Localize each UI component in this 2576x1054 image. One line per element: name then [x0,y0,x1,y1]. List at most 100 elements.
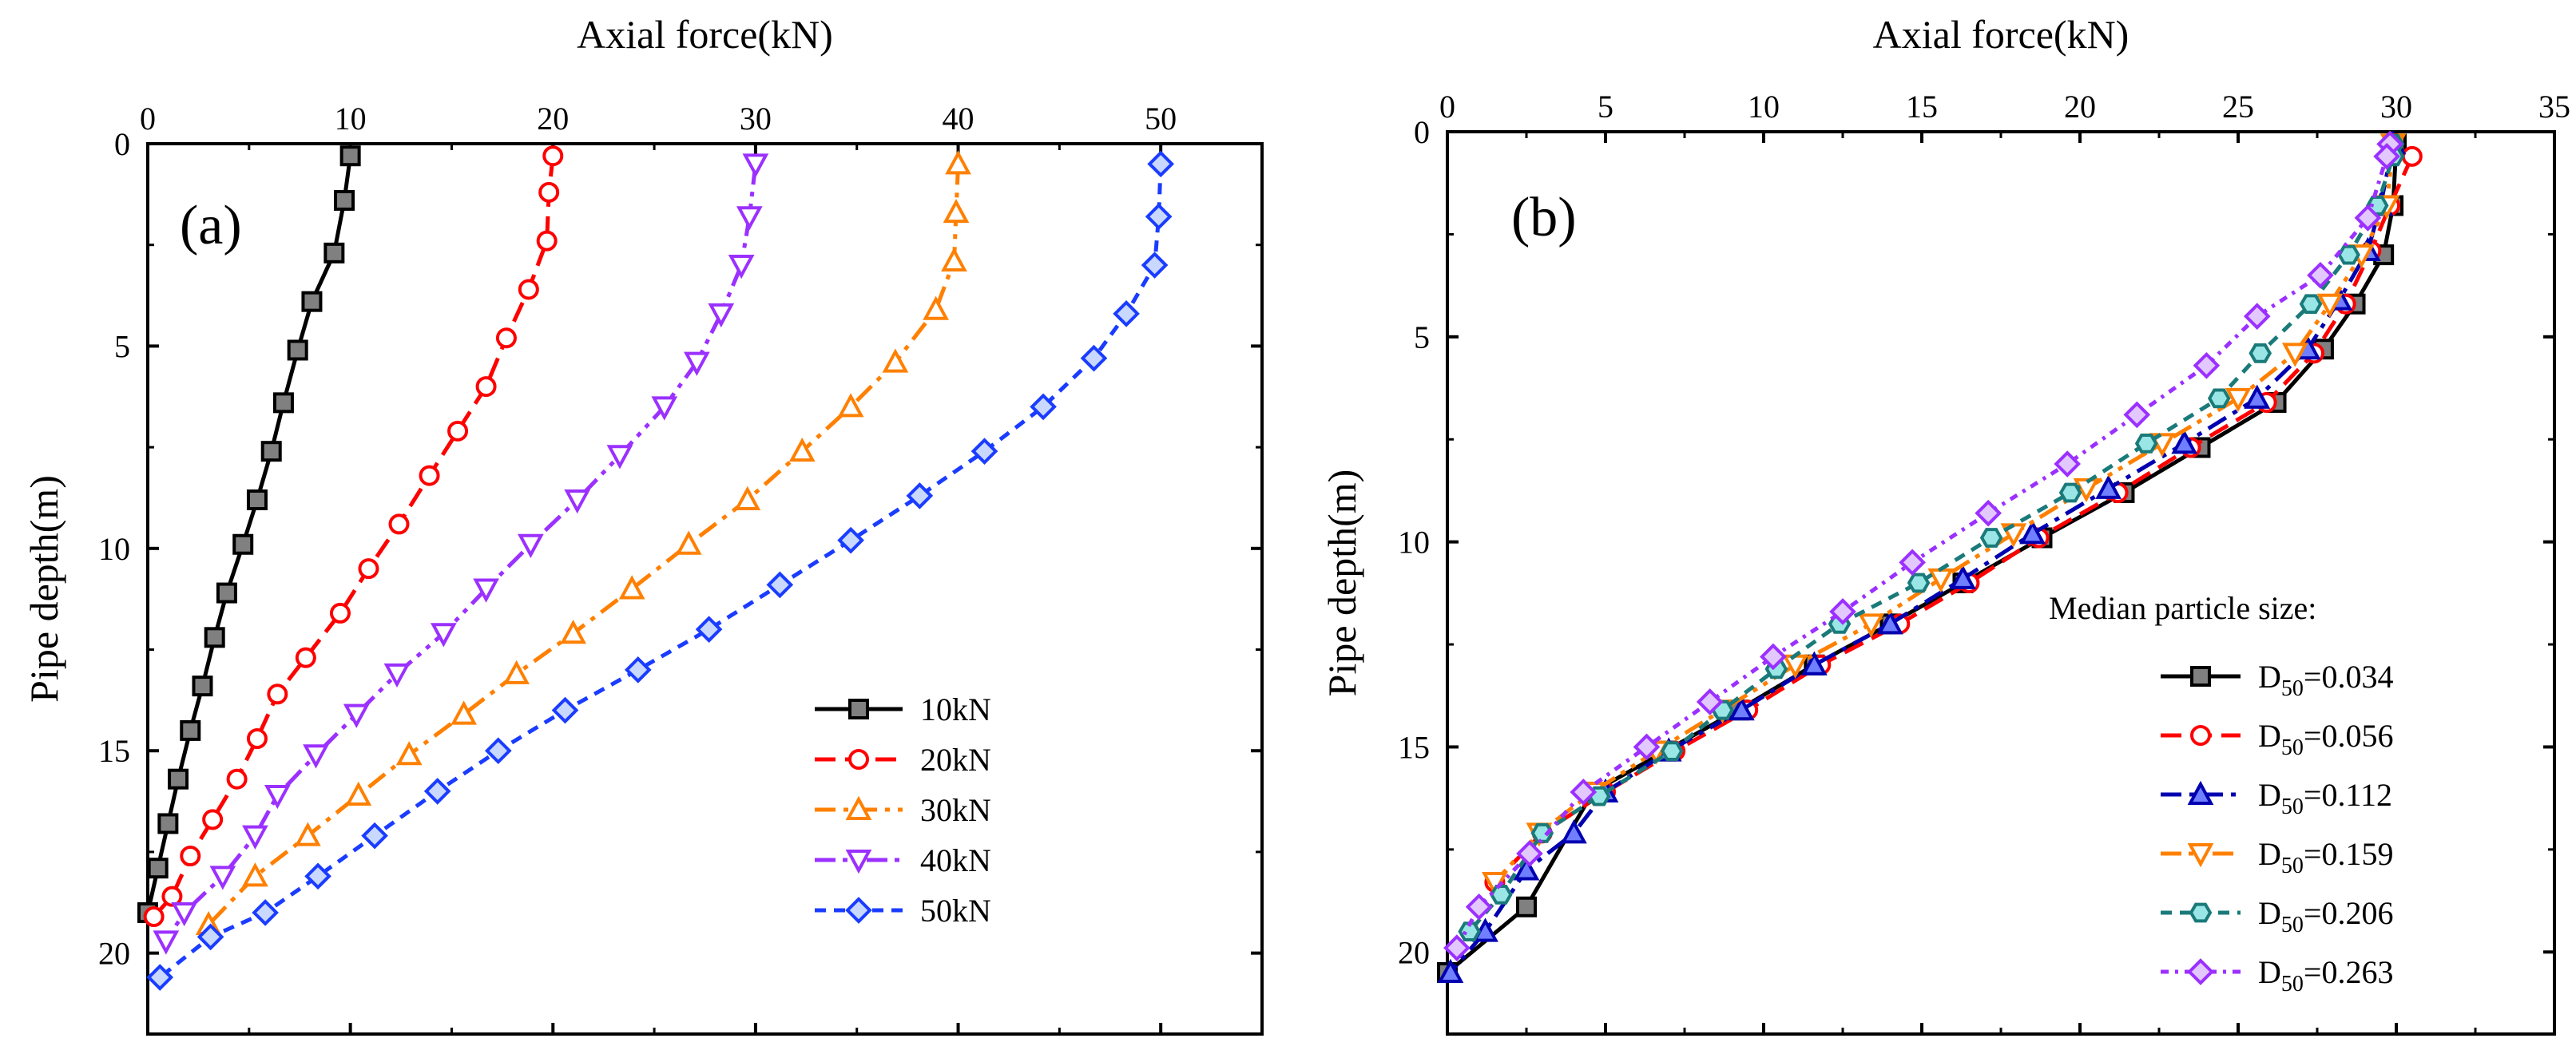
panel-a-data-point [536,230,558,252]
panel-b-series-line [1493,155,2415,884]
panel-a-data-point [503,660,530,684]
panel-a-data-point [675,530,702,555]
panel-b-series-line [1449,143,2395,974]
panel-a-data-point [923,295,950,320]
panel-b-data-point [2249,343,2272,363]
panel-b-legend-swatch-marker [2187,843,2214,868]
panel-b-data-point [1570,779,1598,806]
panel-a-data-point [606,445,633,470]
panel-a-data-point [304,862,331,890]
panel-a-data-point [168,768,189,790]
panel-b-data-point [1633,733,1661,761]
panel-b-data-point [1760,643,1787,671]
panel-a-data-point [734,485,761,510]
panel-a-data-point [560,620,586,644]
panel-b-legend: Median particle size: D50=0.034 D50=0.056 D… [2049,590,2393,997]
panel-a-series-line [164,164,758,942]
panel-b-data-point [1458,921,1482,941]
panel-b-legend-label: D50=0.206 [2258,895,2393,937]
panel-b-data-point [2337,244,2360,265]
panel-a-y-tick-label: 10 [98,531,130,567]
panel-a-data-point [334,189,355,211]
panel-b-legend-title: Median particle size: [2049,590,2316,626]
panel-a-data-point [423,778,451,805]
panel-a-data-point [204,627,225,648]
panel-a-data-point [651,396,678,421]
panel-b-y-tick-label: 5 [1414,319,1430,355]
panel-a-data-point [272,392,294,414]
panel-a-data-point [361,822,388,850]
panel-b-data-point [1465,893,1493,921]
panel-a-data-point [143,906,165,928]
panel-b-data-point [1660,741,1684,761]
panel-b-data-point [1513,856,1540,881]
panel-a-data-point [146,964,174,991]
panel-b-legend-label: D50=0.034 [2258,659,2393,701]
panel-b-x-tick-label: 35 [2538,89,2570,125]
panel-b-y-tick-label: 10 [1398,525,1430,561]
panel-a-data-point [542,145,564,167]
panel-a-data-point [518,279,539,300]
panel-b-x-tick-label: 10 [1748,89,1780,125]
panel-b-data-point [2123,401,2151,429]
panel-a-data-point [551,696,579,724]
panel-a-data-point [447,420,469,442]
panel-a-series-line [158,164,1163,979]
panel-a-series-20kN [143,145,564,928]
panel-a-data-point [216,582,237,604]
panel-a-x-tick-label: 0 [140,101,156,137]
panel-a-label: (a) [180,195,242,256]
panel-b-data-point [1975,499,2002,527]
panel-a-data-point [484,737,512,765]
panel-b-y-tick-label: 15 [1398,729,1430,765]
panel-a-data-point [157,813,179,834]
panel-a-data-point [232,533,254,555]
panel-a-y-axis-title: Pipe depth(m) [22,475,66,703]
panel-b: 0 5 10 15 20 25 30 35 0 5 10 15 20 Axial force(kN) Pip… [1320,12,2570,1036]
panel-a-data-point [295,647,316,668]
panel-b-legend-label: D50=0.159 [2258,836,2393,878]
panel-a-data-point [295,822,321,846]
panel-a-data-point [906,482,934,509]
panel-a-data-point [766,571,794,599]
panel-a-data-point [260,441,282,462]
panel-a-data-point [742,153,769,178]
panel-b-data-point [1927,568,1955,593]
panel-a-data-point [345,781,372,806]
panel-b-data-point [2171,430,2198,454]
panel-a-data-point [202,809,224,830]
panel-b-data-point [1877,610,1903,635]
panel-a-data-point [226,768,248,790]
panel-b-data-point [2073,477,2100,503]
panel-a-x-tick-label: 10 [335,101,367,137]
panel-b-data-point [2225,387,2252,413]
panel-a-data-point [264,784,291,810]
panel-b-data-point [1728,696,1755,721]
panel-a-data-point [171,901,198,927]
panel-b-y-tick-label: 0 [1414,114,1430,150]
panel-a-data-point [837,526,864,554]
panel-b-data-point [2373,142,2400,170]
panel-a-data-point [343,703,370,728]
panel-a-legend-label: 20kN [920,742,991,778]
panel-a-data-point [618,575,645,600]
panel-a-legend-label: 40kN [920,842,991,878]
panel-a-data-point [1030,393,1057,421]
panel-b-legend-swatch-marker [2187,780,2214,805]
panel-a-series-10kN [137,145,361,923]
panel-b-series-0.206 [1458,134,2405,941]
panel-b-x-tick-label: 30 [2380,89,2412,125]
panel-a-data-point [303,744,329,769]
panel-a-y-tick-label: 5 [114,328,130,364]
panel-a-legend-label: 30kN [920,792,991,828]
panel-a-data-point [287,339,308,361]
panel-a-legend-swatch-marker [848,699,869,719]
panel-b-data-point [1443,934,1471,961]
panel-a-data-point [945,150,971,175]
panel-b-data-point [2193,351,2221,379]
panel-a-data-point [695,616,723,644]
panel-a-data-point [1113,300,1140,327]
panel-b-legend-swatch-marker [2190,666,2211,687]
panel-a: 0 10 20 30 40 50 0 5 10 15 20 Axial force(kN) Pipe d… [22,12,1264,1036]
